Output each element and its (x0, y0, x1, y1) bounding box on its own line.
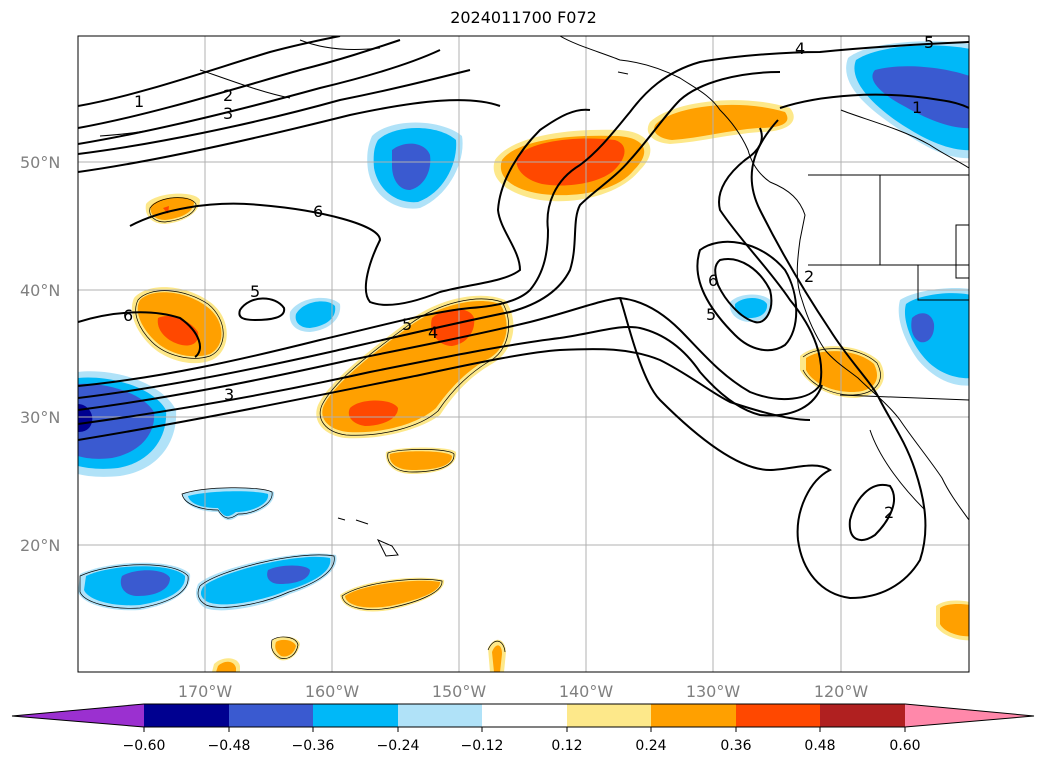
colorbar-segment (229, 704, 313, 727)
colorbar-segment (736, 704, 820, 727)
contour-label: 1 (134, 92, 144, 111)
colorbar-extend-high (905, 704, 1034, 727)
lon-label: 120°W (814, 682, 869, 701)
colorbar-segment (651, 704, 736, 727)
contour-label: 1 (912, 98, 922, 117)
lat-label: 50°N (20, 153, 60, 172)
lon-label: 160°W (305, 682, 360, 701)
colorbar-tick: −0.24 (377, 738, 420, 754)
colorbar-tick-marks (143, 727, 906, 732)
contour-label: 4 (428, 323, 438, 342)
colorbar-tick: −0.12 (461, 738, 504, 754)
contour-label: 5 (402, 315, 412, 334)
lon-label: 150°W (432, 682, 487, 701)
contour-label: 5 (250, 282, 260, 301)
contour-label: 5 (706, 305, 716, 324)
colorbar-segment (313, 704, 398, 727)
graticule (78, 36, 969, 672)
map-title: 2024011700 F072 (450, 8, 597, 27)
contour-label: 6 (708, 271, 718, 290)
colorbar-tick: −0.60 (123, 738, 166, 754)
lon-label: 170°W (178, 682, 233, 701)
lon-label: 140°W (559, 682, 614, 701)
colorbar-tick: −0.48 (208, 738, 251, 754)
colorbar-tick: 0.60 (889, 738, 920, 754)
lat-label: 20°N (20, 536, 60, 555)
lat-label: 40°N (20, 281, 60, 300)
lat-label: 30°N (20, 408, 60, 427)
contour-label: 4 (795, 39, 805, 58)
colorbar-tick: −0.36 (292, 738, 335, 754)
colorbar-segment (567, 704, 651, 727)
lon-label: 130°W (686, 682, 741, 701)
thin-contours (79, 197, 881, 659)
contour-label: 6 (123, 306, 133, 325)
coastlines (99, 36, 969, 557)
latitude-labels: 50°N 40°N 30°N 20°N (20, 153, 60, 555)
colorbar-segment (398, 704, 482, 727)
colorbar: −0.60 −0.48 −0.36 −0.24 −0.12 0.12 0.24 … (11, 703, 1035, 754)
contour-labels: 1 2 3 6 5 6 5 4 3 6 5 2 2 4 5 1 (123, 33, 934, 522)
contour-label: 3 (224, 385, 234, 404)
contour-label: 2 (884, 503, 894, 522)
contour-label: 5 (924, 33, 934, 52)
map-frame (77, 35, 970, 673)
contour-label: 2 (223, 86, 233, 105)
colorbar-segment (820, 704, 905, 727)
contours (78, 36, 969, 600)
colorbar-tick: 0.12 (551, 738, 582, 754)
colorbar-tick: 0.48 (804, 738, 835, 754)
longitude-labels: 170°W 160°W 150°W 140°W 130°W 120°W (178, 682, 869, 701)
contour-label: 6 (313, 202, 323, 221)
colorbar-tick: 0.24 (635, 738, 666, 754)
colorbar-extend-low (12, 704, 144, 727)
colorbar-tick: 0.36 (720, 738, 751, 754)
contour-label: 3 (223, 104, 233, 123)
colorbar-segment (482, 704, 567, 727)
contour-label: 2 (804, 267, 814, 286)
colorbar-segment (144, 704, 229, 727)
